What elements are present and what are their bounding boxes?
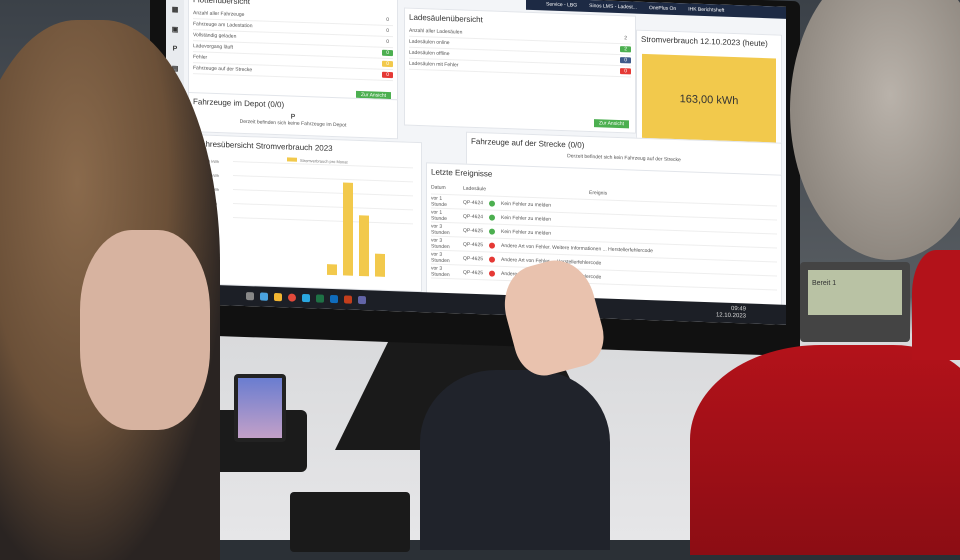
person-right-shoulder bbox=[912, 250, 960, 360]
row-label: Ladevorgang läuft bbox=[193, 43, 234, 51]
row-label: Fahrzeuge auf der Strecke bbox=[193, 65, 253, 74]
row-label: Anzahl aller Fahrzeuge bbox=[193, 10, 245, 18]
row-label: Fahrzeuge am Ladestation bbox=[193, 21, 253, 30]
count-badge: 2 bbox=[620, 46, 631, 53]
clock-time: 09:49 bbox=[730, 305, 746, 313]
error-icon bbox=[489, 241, 495, 249]
bus-icon[interactable]: ▣ bbox=[171, 26, 179, 34]
smartphone bbox=[234, 374, 286, 442]
bookmark[interactable]: Service - LBG bbox=[546, 1, 578, 9]
count-badge: 0 bbox=[386, 27, 389, 34]
gridline bbox=[233, 175, 413, 183]
event-station: QP-4624 bbox=[463, 213, 484, 220]
event-station: QP-4625 bbox=[463, 227, 484, 234]
keyboard bbox=[290, 492, 410, 552]
count-badge: 0 bbox=[620, 57, 631, 64]
dashboard-screen: Service - LBG Sinos LMS - Ladest... OneP… bbox=[166, 0, 786, 325]
error-icon bbox=[489, 269, 495, 277]
bookmark[interactable]: IHK Berichtsheft bbox=[688, 6, 725, 14]
event-date: vor 3 Stunden bbox=[431, 222, 450, 236]
monitor: Service - LBG Sinos LMS - Ladest... OneP… bbox=[150, 0, 800, 357]
teams-icon[interactable] bbox=[358, 295, 366, 305]
row-label: Ladesäulen offline bbox=[409, 49, 450, 58]
count-badge: 0 bbox=[620, 68, 631, 75]
legend-label: Stromverbrauch pro Monat bbox=[300, 158, 348, 165]
event-station: QP-4624 bbox=[463, 199, 484, 206]
card-title: Stromverbrauch 12.10.2023 (heute) bbox=[641, 34, 768, 49]
row-label: Ladesäulen online bbox=[409, 38, 450, 47]
gridline bbox=[233, 203, 413, 211]
gridline bbox=[233, 217, 413, 225]
bookmark[interactable]: OnePlus On bbox=[648, 5, 677, 13]
app-icon[interactable] bbox=[302, 293, 310, 303]
person-arm bbox=[420, 370, 610, 550]
event-date: vor 1 Stunde bbox=[431, 208, 447, 222]
column-header: Ereignis bbox=[589, 189, 608, 197]
event-station: QP-4625 bbox=[463, 241, 484, 248]
event-text: Kein Fehler zu melden bbox=[501, 214, 552, 223]
event-date: vor 3 Stunden bbox=[431, 250, 450, 264]
events-card: Letzte Ereignisse Datum Ladesäule Ereign… bbox=[426, 162, 782, 315]
error-icon bbox=[489, 255, 495, 263]
person-left-face bbox=[80, 230, 210, 430]
gridline bbox=[233, 189, 413, 197]
event-text: Kein Fehler zu melden bbox=[501, 228, 552, 237]
app-icon[interactable] bbox=[344, 295, 352, 304]
bar bbox=[343, 182, 353, 276]
bar bbox=[375, 253, 385, 277]
event-date: vor 1 Stunde bbox=[431, 194, 447, 208]
desk-phone: Bereit 1 bbox=[800, 262, 910, 342]
excel-icon[interactable] bbox=[316, 294, 324, 303]
count-badge: 0 bbox=[382, 71, 393, 79]
app-icon[interactable] bbox=[246, 292, 254, 301]
event-text: Kein Fehler zu melden bbox=[501, 200, 552, 209]
bar bbox=[359, 215, 369, 277]
chargers-view-button[interactable]: Zur Ansicht bbox=[593, 119, 629, 129]
event-station: QP-4625 bbox=[463, 255, 484, 262]
fleet-card: Flottenübersicht Anzahl aller Fahrzeuge 0… bbox=[188, 0, 398, 106]
phone-screen bbox=[238, 378, 282, 438]
person-right-torso bbox=[690, 345, 960, 555]
event-date: vor 3 Stunden bbox=[431, 264, 450, 278]
chrome-icon[interactable] bbox=[288, 293, 296, 302]
desk-phone-display: Bereit 1 bbox=[808, 270, 902, 315]
chargers-card: Ladesäulenübersicht Anzahl aller Ladesäu… bbox=[404, 7, 636, 134]
event-date: vor 3 Stunden bbox=[431, 236, 450, 250]
clock: 09:49 12.10.2023 bbox=[716, 305, 746, 320]
parking-icon[interactable]: P bbox=[172, 45, 178, 53]
row-label: Vollständig geladen bbox=[193, 32, 237, 40]
clock-date: 12.10.2023 bbox=[715, 312, 746, 320]
event-text: Andere Art von Fehler. Weitere Informati… bbox=[501, 242, 653, 254]
chart-card: Jahresübersicht Stromverbrauch 2023 1400… bbox=[192, 134, 422, 293]
outlook-icon[interactable] bbox=[330, 294, 338, 304]
check-icon bbox=[489, 199, 495, 207]
column-header: Datum bbox=[431, 183, 446, 191]
event-station: QP-4625 bbox=[463, 269, 484, 276]
row-label: Fehler bbox=[193, 54, 208, 61]
count-badge: 0 bbox=[386, 16, 389, 23]
grid-icon[interactable]: ▦ bbox=[171, 6, 179, 14]
row-label: Ladesäulen mit Fehler bbox=[409, 60, 459, 69]
count-badge: 2 bbox=[624, 35, 627, 42]
app-icon[interactable] bbox=[260, 292, 268, 301]
bookmark[interactable]: Sinos LMS - Ladest... bbox=[589, 2, 637, 11]
bar bbox=[327, 264, 337, 276]
folder-icon[interactable] bbox=[274, 292, 282, 302]
column-header: Ladesäule bbox=[463, 185, 487, 192]
depot-card: Fahrzeuge im Depot (0/0) P Derzeit befin… bbox=[188, 91, 398, 140]
legend-swatch bbox=[287, 157, 297, 162]
check-icon bbox=[489, 213, 495, 221]
count-badge: 0 bbox=[386, 38, 389, 45]
power-value: 163,00 kWh bbox=[642, 53, 776, 147]
count-badge: 0 bbox=[382, 60, 393, 68]
row-label: Anzahl aller Ladesäulen bbox=[409, 27, 463, 36]
bar-chart: 14000 kWh12000 kWh10000 kWh8000 kWh6000 … bbox=[199, 157, 413, 277]
count-badge: 0 bbox=[382, 49, 393, 57]
check-icon bbox=[489, 227, 495, 235]
gridline bbox=[233, 161, 413, 169]
